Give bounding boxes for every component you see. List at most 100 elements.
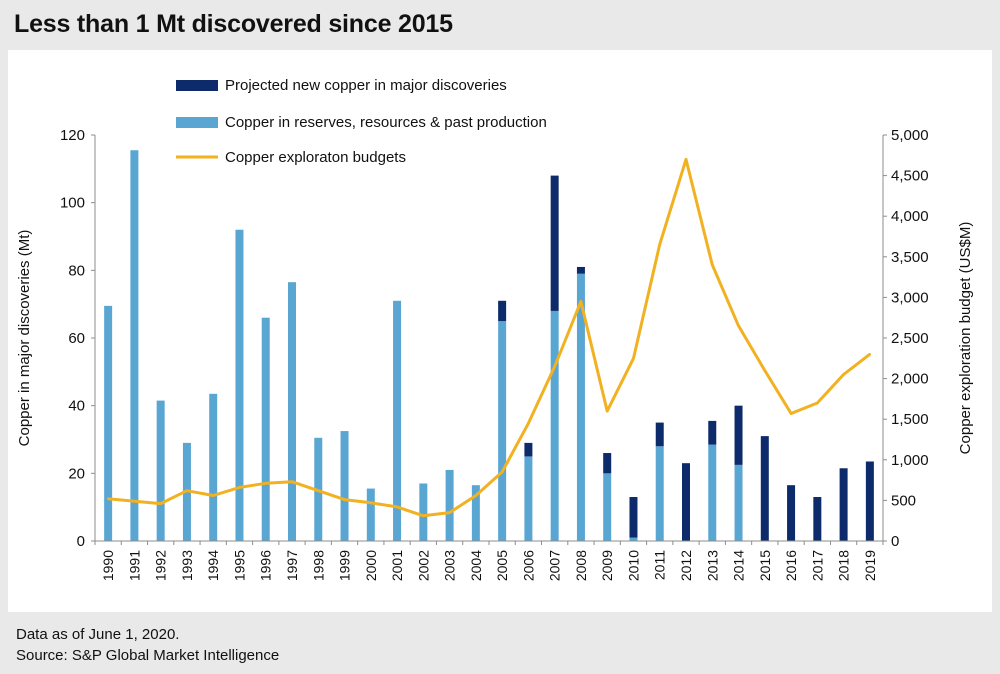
y-right-tick-label: 4,000 bbox=[891, 208, 929, 225]
bar-reserves-2013 bbox=[708, 444, 717, 541]
y-right-axis-title: Copper exploration budget (US$M) bbox=[957, 222, 974, 455]
legend-label: Copper exploraton budgets bbox=[225, 149, 406, 166]
budget-point-2012 bbox=[684, 158, 688, 161]
budget-point-1992 bbox=[159, 502, 162, 505]
x-tick-label: 1990 bbox=[100, 550, 116, 581]
legend-swatch bbox=[176, 117, 218, 128]
bar-projected-2005 bbox=[498, 300, 507, 322]
chart-title: Less than 1 Mt discovered since 2015 bbox=[14, 10, 453, 38]
chart-svg: Projected new copper in major discoverie… bbox=[16, 77, 974, 581]
budget-point-1997 bbox=[290, 480, 294, 483]
x-tick-label: 2000 bbox=[363, 550, 379, 581]
budget-point-2009 bbox=[606, 409, 609, 413]
y-left-tick-label: 120 bbox=[60, 127, 85, 144]
x-tick-label: 2018 bbox=[836, 550, 852, 581]
budget-point-2003 bbox=[448, 511, 451, 514]
x-tick-label: 1998 bbox=[310, 550, 326, 581]
budget-point-1996 bbox=[264, 482, 267, 485]
y-left-tick-label: 0 bbox=[77, 533, 85, 550]
bar-projected-2017 bbox=[813, 497, 822, 541]
bar-reserves-1992 bbox=[156, 400, 165, 541]
bar-reserves-2009 bbox=[603, 473, 612, 541]
y-right-tick-label: 3,500 bbox=[891, 249, 929, 266]
budget-point-2004 bbox=[474, 494, 478, 497]
axes-group: 0 20 40 60 80 100 120 0 500 1,000 1,500 2,000 2,500 3… bbox=[16, 127, 974, 581]
x-tick-label: 2001 bbox=[389, 550, 405, 581]
x-tick-label: 2016 bbox=[783, 550, 799, 581]
budget-point-2019 bbox=[868, 353, 872, 356]
y-right-tick-label: 2,500 bbox=[891, 330, 929, 347]
x-tick-label: 1991 bbox=[126, 550, 142, 581]
x-tick-label: 1992 bbox=[153, 550, 169, 581]
bar-reserves-2000 bbox=[366, 488, 375, 541]
bar-projected-2014 bbox=[734, 405, 743, 465]
x-tick-label: 2009 bbox=[599, 550, 615, 581]
budget-point-2017 bbox=[816, 401, 819, 405]
x-tick-label: 2017 bbox=[809, 550, 825, 581]
budget-point-1991 bbox=[133, 500, 136, 503]
y-left-tick-label: 60 bbox=[68, 330, 85, 347]
bar-reserves-2004 bbox=[471, 485, 480, 541]
y-right-tick-label: 1,500 bbox=[891, 411, 929, 428]
bar-reserves-2002 bbox=[419, 483, 428, 541]
bar-projected-2016 bbox=[787, 485, 796, 541]
bar-reserves-2007 bbox=[550, 310, 559, 541]
budget-point-2014 bbox=[737, 324, 740, 328]
bar-projected-2019 bbox=[865, 461, 874, 541]
budget-point-1999 bbox=[343, 498, 346, 501]
x-tick-label: 2002 bbox=[415, 550, 431, 581]
legend-swatch bbox=[176, 80, 218, 91]
x-tick-label: 2019 bbox=[862, 550, 878, 581]
legend-label: Copper in reserves, resources & past pro… bbox=[225, 114, 547, 131]
bar-reserves-1990 bbox=[104, 305, 113, 541]
y-left-tick-label: 20 bbox=[68, 465, 85, 482]
x-tick-label: 2004 bbox=[468, 550, 484, 581]
budget-point-1993 bbox=[185, 489, 189, 492]
x-tick-label: 1994 bbox=[205, 550, 221, 581]
y-right-tick-label: 2,000 bbox=[891, 371, 929, 388]
budget-point-2000 bbox=[369, 501, 372, 505]
budget-point-2010 bbox=[632, 357, 635, 360]
x-tick-label: 1996 bbox=[258, 550, 274, 581]
bar-reserves-1994 bbox=[209, 393, 218, 541]
chart-panel: Projected new copper in major discoverie… bbox=[8, 50, 992, 612]
y-right-tick-label: 5,000 bbox=[891, 127, 929, 144]
bar-projected-2011 bbox=[655, 422, 664, 447]
x-tick-label: 1993 bbox=[179, 550, 195, 581]
y-left-tick-label: 80 bbox=[68, 262, 85, 279]
y-left-tick-label: 100 bbox=[60, 195, 85, 212]
budget-point-2008 bbox=[579, 300, 583, 303]
bar-reserves-1991 bbox=[130, 150, 139, 541]
bar-projected-2006 bbox=[524, 442, 533, 457]
bar-projected-2008 bbox=[576, 266, 585, 274]
bar-projected-2009 bbox=[603, 453, 612, 474]
budget-point-2013 bbox=[711, 263, 714, 267]
y-right-tick-label: 1,000 bbox=[891, 452, 929, 469]
y-right-tick-label: 3,000 bbox=[891, 289, 929, 306]
budget-point-2002 bbox=[422, 514, 425, 518]
bar-projected-2012 bbox=[682, 463, 690, 541]
x-tick-label: 2015 bbox=[757, 550, 773, 581]
budget-point-2018 bbox=[842, 373, 845, 376]
budget-line bbox=[107, 157, 871, 518]
budget-point-2001 bbox=[395, 505, 399, 509]
bar-reserves-1996 bbox=[261, 317, 270, 541]
budget-point-2006 bbox=[527, 422, 530, 425]
x-tick-label: 2011 bbox=[652, 550, 668, 580]
y-right-tick-label: 0 bbox=[891, 533, 899, 550]
bar-projected-2010 bbox=[629, 497, 638, 538]
bar-reserves-2005 bbox=[498, 321, 507, 541]
bar-projected-2007 bbox=[550, 175, 559, 311]
x-tick-label: 1999 bbox=[337, 550, 353, 581]
budget-point-1994 bbox=[212, 494, 215, 497]
bar-projected-2018 bbox=[839, 468, 848, 541]
budget-point-2015 bbox=[763, 369, 766, 372]
bar-reserves-1995 bbox=[235, 229, 244, 541]
bar-projected-2013 bbox=[708, 420, 717, 445]
x-tick-label: 2003 bbox=[442, 550, 458, 581]
footer-source: Source: S&P Global Market Intelligence bbox=[16, 647, 280, 664]
x-tick-label: 2008 bbox=[573, 550, 589, 581]
bar-reserves-2003 bbox=[445, 469, 454, 541]
footer-note: Data as of June 1, 2020. bbox=[16, 626, 180, 643]
budget-point-1995 bbox=[238, 486, 241, 489]
